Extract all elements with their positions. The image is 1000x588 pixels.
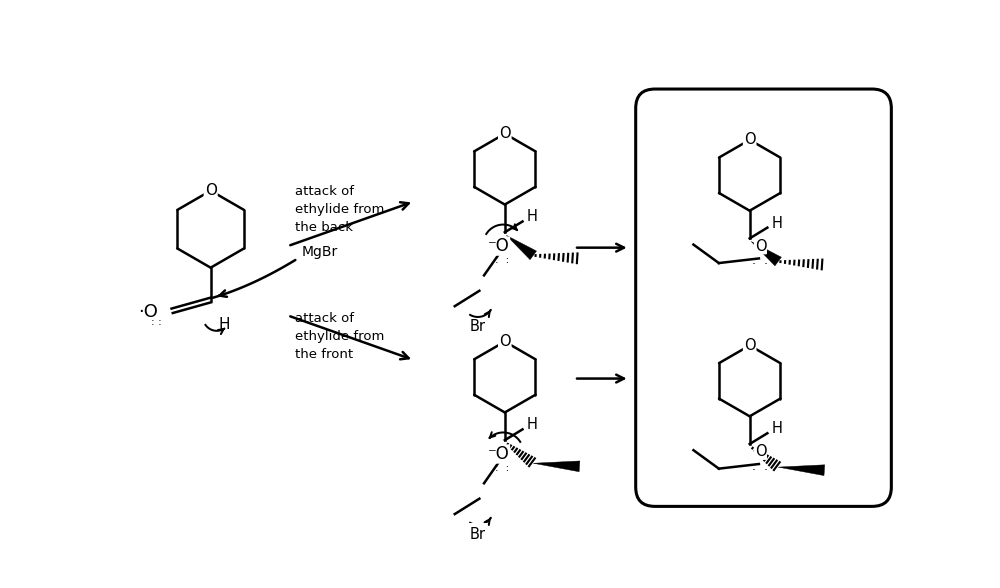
- Text: O: O: [755, 239, 766, 253]
- Text: ·  ·: · ·: [752, 258, 768, 271]
- Text: H: H: [527, 417, 538, 432]
- Text: :  :: : :: [495, 463, 509, 473]
- Text: ⁻O: ⁻O: [488, 445, 510, 463]
- Text: O: O: [499, 334, 511, 349]
- Text: Br: Br: [470, 527, 486, 542]
- Polygon shape: [751, 242, 781, 266]
- Text: H: H: [772, 216, 783, 230]
- FancyBboxPatch shape: [636, 89, 891, 506]
- Text: O: O: [755, 444, 766, 459]
- Text: H: H: [772, 421, 783, 436]
- Text: attack of
ethylide from
the front: attack of ethylide from the front: [295, 312, 385, 362]
- Polygon shape: [778, 465, 825, 476]
- Polygon shape: [506, 235, 537, 260]
- Text: O: O: [744, 338, 755, 353]
- Text: :  :: : :: [495, 255, 509, 265]
- Text: ⁻O: ⁻O: [488, 237, 510, 255]
- Text: ·  ·: · ·: [752, 464, 768, 477]
- Polygon shape: [533, 461, 580, 472]
- Text: O: O: [205, 183, 217, 198]
- Text: attack of
ethylide from
the back: attack of ethylide from the back: [295, 185, 385, 235]
- Text: H: H: [219, 317, 230, 332]
- Text: H: H: [527, 209, 538, 225]
- Text: ·O: ·O: [138, 303, 158, 320]
- Text: MgBr: MgBr: [302, 245, 338, 259]
- Text: Br: Br: [470, 319, 486, 334]
- Text: O: O: [744, 132, 755, 148]
- Text: : :: : :: [151, 318, 162, 328]
- Text: O: O: [499, 126, 511, 141]
